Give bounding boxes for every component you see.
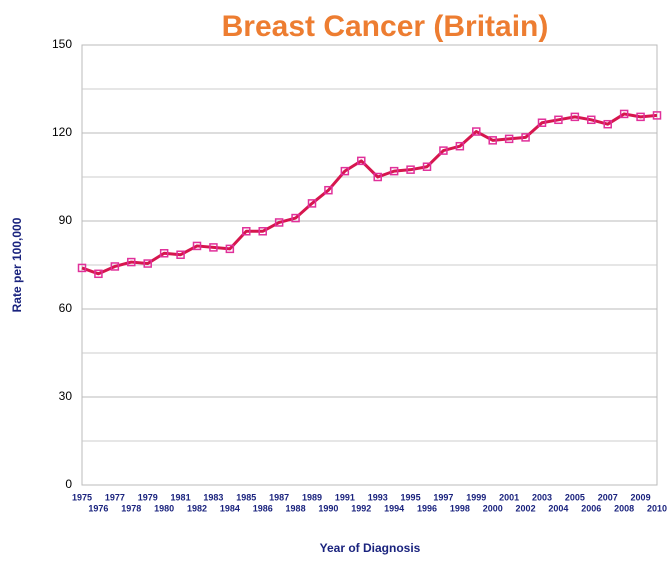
x-tick-label: 1980 (154, 503, 174, 513)
x-tick-label: 1985 (236, 492, 256, 502)
data-line (81, 112, 658, 276)
data-point (110, 262, 120, 271)
x-tick-label: 2000 (483, 503, 503, 513)
data-point (159, 249, 169, 258)
x-tick-label: 1983 (203, 492, 223, 502)
x-tick-label: 1979 (138, 492, 158, 502)
data-point (242, 227, 251, 236)
data-point (554, 115, 563, 125)
data-point (209, 243, 218, 252)
chart-title: Breast Cancer (Britain) (222, 10, 549, 43)
x-tick-label: 2006 (581, 503, 601, 513)
x-tick-label: 1988 (286, 503, 306, 513)
x-tick-label: 2002 (516, 503, 536, 513)
y-tick-label: 30 (59, 389, 73, 403)
x-tick-label: 1991 (335, 492, 355, 502)
data-point (127, 257, 136, 267)
data-point (340, 166, 350, 176)
x-tick-label: 1994 (384, 503, 404, 513)
x-tick-label: 1978 (121, 503, 141, 513)
data-point (77, 263, 87, 273)
x-tick-label: 2004 (548, 503, 568, 513)
data-point (143, 259, 152, 268)
x-tick-label: 1995 (401, 492, 421, 502)
y-tick-label: 60 (59, 301, 73, 315)
data-point (472, 127, 481, 136)
x-tick-label: 2008 (614, 503, 634, 513)
x-tick-label: 1996 (417, 503, 437, 513)
y-tick-label: 150 (52, 37, 72, 51)
x-tick-label: 1976 (88, 503, 108, 513)
x-tick-label: 1989 (302, 492, 322, 502)
data-point (521, 133, 530, 142)
data-point (274, 218, 284, 227)
data-point (225, 244, 235, 254)
data-point (324, 185, 333, 195)
data-point (422, 162, 432, 171)
x-tick-label: 1984 (220, 503, 240, 513)
data-point (636, 112, 645, 122)
x-tick-label: 2009 (631, 492, 651, 502)
x-tick-label: 1981 (171, 492, 191, 502)
x-tick-label: 1997 (433, 492, 453, 502)
x-tick-label: 1998 (450, 503, 470, 513)
y-tick-label: 90 (59, 213, 73, 227)
x-tick-label: 2005 (565, 492, 585, 502)
data-point (291, 213, 300, 223)
x-axis-label: Year of Diagnosis (320, 541, 421, 555)
data-point (603, 119, 612, 129)
data-point (488, 136, 497, 145)
x-tick-label: 1986 (253, 503, 273, 513)
x-tick-label: 2007 (598, 492, 618, 502)
data-point (587, 115, 596, 125)
x-tick-label: 2001 (499, 492, 519, 502)
data-point (537, 118, 547, 127)
data-point (406, 165, 415, 174)
data-point (570, 112, 580, 122)
x-tick-label: 2003 (532, 492, 552, 502)
data-point (176, 250, 185, 259)
data-point (192, 241, 202, 251)
x-tick-label: 1977 (105, 492, 125, 502)
y-axis-label: Rate per 100,000 (10, 217, 24, 312)
data-point (439, 146, 448, 155)
y-tick-label: 0 (65, 477, 72, 491)
data-point (389, 166, 399, 176)
data-point (652, 111, 662, 120)
data-point (258, 227, 267, 236)
y-tick-label: 120 (52, 125, 72, 139)
data-point (357, 156, 366, 166)
x-tick-label: 1990 (318, 503, 338, 513)
x-tick-label: 1993 (368, 492, 388, 502)
data-point (94, 269, 103, 279)
data-point (455, 141, 465, 151)
x-tick-label: 1992 (351, 503, 371, 513)
x-tick-label: 1999 (466, 492, 486, 502)
x-tick-label: 2010 (647, 503, 667, 513)
x-tick-label: 1982 (187, 503, 207, 513)
x-tick-label: 1975 (72, 492, 92, 502)
x-tick-label: 1987 (269, 492, 289, 502)
data-point (307, 199, 317, 208)
data-point (373, 172, 382, 182)
data-point (504, 134, 514, 144)
data-point (619, 109, 629, 119)
